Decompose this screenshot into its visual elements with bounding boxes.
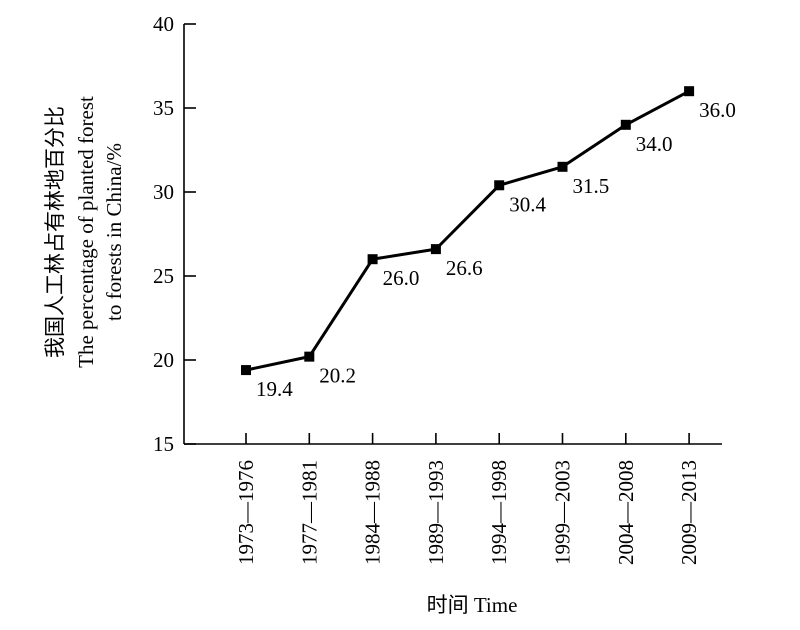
y-tick-label: 25	[153, 264, 174, 288]
data-label: 34.0	[636, 132, 673, 156]
plot-area: 19.4 20.2 26.0 26.6 30.4 31.5 34.0 36.0	[241, 86, 736, 401]
x-tick-label: 1984—1988	[361, 460, 385, 565]
data-label: 26.6	[446, 256, 483, 280]
data-point	[494, 180, 505, 191]
x-tick-label: 2004—2008	[614, 460, 638, 565]
y-axis-title-line-en-2: to forests in China/%	[102, 143, 126, 321]
x-axis-title: 时间 Time	[427, 593, 518, 617]
x-tick-label: 1977—1981	[297, 460, 321, 565]
series-line	[245, 89, 690, 372]
data-label: 30.4	[509, 192, 546, 216]
x-tick-label: 1999—2003	[551, 460, 575, 565]
data-label: 31.5	[573, 174, 610, 198]
data-label: 20.2	[319, 364, 356, 388]
x-tick-label: 1973—1976	[234, 460, 258, 565]
data-point	[684, 86, 695, 97]
data-label: 36.0	[699, 98, 736, 122]
y-ticks: 15 20 25 30 35 40	[153, 12, 196, 456]
data-label: 19.4	[256, 377, 293, 401]
data-point	[430, 244, 441, 255]
data-point	[304, 351, 315, 362]
y-tick-label: 30	[153, 180, 174, 204]
x-tick-label: 2009—2013	[677, 460, 701, 565]
x-tick-label: 1994—1998	[487, 460, 511, 565]
y-axis: 15 20 25 30 35 40	[153, 12, 196, 456]
y-axis-title-line-cn: 我国人工林占有林地百分比	[43, 106, 67, 358]
y-tick-label: 20	[153, 348, 174, 372]
x-axis: 1973—1976 1977—1981 1984—1988 1989—1993 1994…	[184, 433, 722, 565]
x-tick-label: 1989—1993	[424, 460, 448, 565]
y-tick-label: 15	[153, 432, 174, 456]
x-ticks: 1973—1976 1977—1981 1984—1988 1989—1993 1994…	[234, 433, 701, 565]
data-point	[241, 365, 251, 376]
y-axis-title-line-en-1: The percentage of planted forest	[74, 96, 98, 368]
y-axis-title: 我国人工林占有林地百分比 The percentage of planted f…	[43, 96, 126, 368]
data-point	[620, 119, 631, 130]
data-label: 26.0	[383, 266, 420, 290]
data-point	[367, 254, 378, 265]
y-tick-label: 40	[153, 12, 174, 36]
data-point	[557, 161, 568, 172]
y-tick-label: 35	[153, 96, 174, 120]
